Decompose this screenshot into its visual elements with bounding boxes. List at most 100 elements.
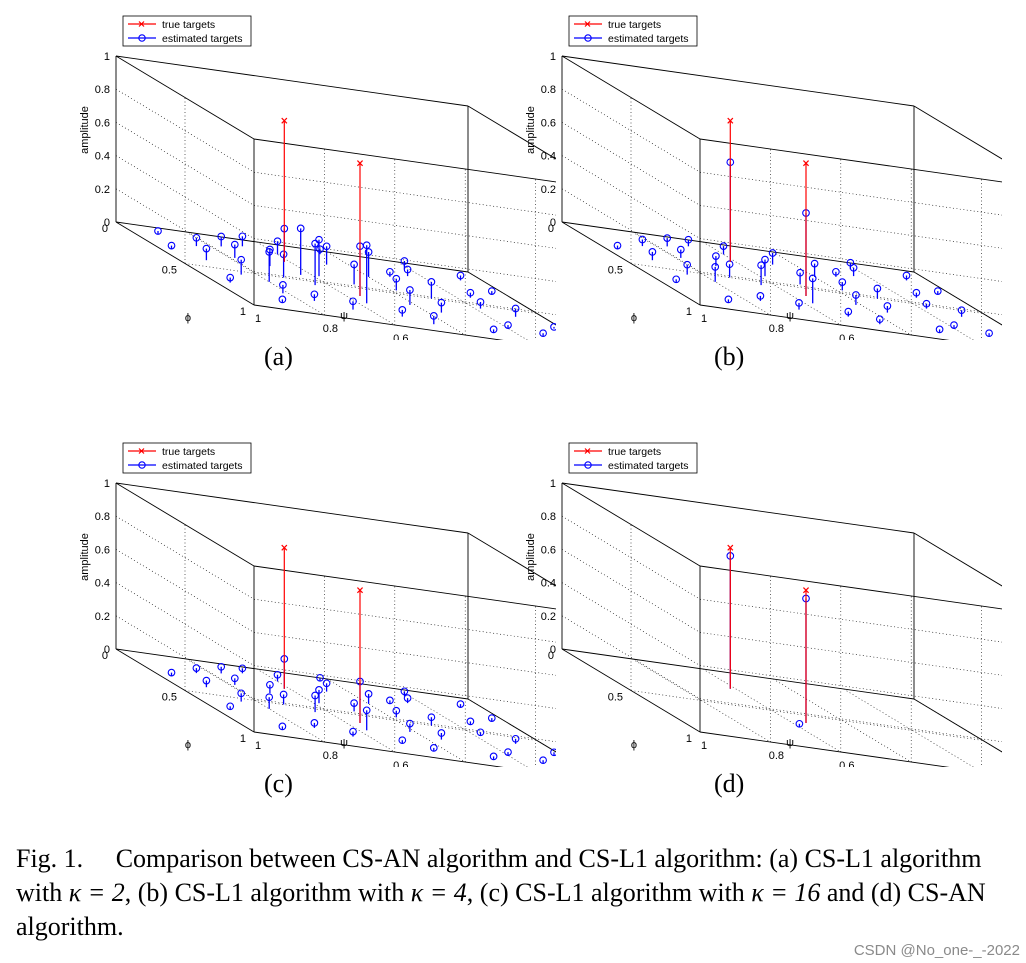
true-marker-stroke [356,587,364,594]
estimated-target-marker [768,249,777,257]
gridline [561,188,701,273]
legend-box [568,15,698,47]
phi-tick-label: 0.5 [608,692,623,704]
psi-tick-label: 0.8 [323,323,338,335]
axis-box-edge [561,648,915,700]
gridline [702,668,841,753]
true-marker-stroke [802,160,810,167]
gridline [630,263,984,314]
estimated-target-marker [226,702,235,711]
estimated-target-marker [852,291,860,299]
estimated-target-marker [362,706,371,715]
axes-group: 00.20.40.60.8100.20.40.60.8100.51amplitu… [525,478,1002,767]
legend: true targets estimated targets [122,15,252,47]
gridline [773,251,912,336]
z-tick-label: 0.4 [541,578,556,590]
estimated-target-marker [273,237,282,246]
z-tick-label: 0.6 [541,544,556,556]
estimated-target-marker [364,248,373,256]
estimated-target-marker [912,288,921,297]
phi-axis-label: ϕ [185,739,191,751]
true-target-marker [356,587,364,594]
legend-marker-estimated [138,461,146,469]
z-tick-label: 0.4 [541,151,556,163]
estimated-target-marker [873,284,882,293]
axis-box-edge [561,55,915,107]
legend-label-estimated: estimated targets [608,460,689,472]
figure-caption: Fig. 1. Comparison between CS-AN algorit… [16,842,1006,944]
axis-box-edge [913,532,1002,587]
psi-tick-label: 0.8 [323,750,338,762]
phi-tick-label: 0 [548,223,554,235]
estimated-target-marker [844,307,853,316]
estimated-target-marker [167,668,176,677]
estimated-target-marker [456,271,465,280]
estimated-target-marker [349,297,357,306]
z-tick-label: 0 [550,217,556,229]
z-axis-label: amplitude [525,106,537,154]
estimated-target-marker [322,679,331,688]
true-marker-stroke [281,117,288,124]
phi-tick-label: 1 [240,306,246,318]
psi-axis-label: ψ [340,737,348,749]
estimated-target-marker [316,245,324,254]
z-tick-label: 0.6 [95,544,110,556]
estimated-target-marker [902,271,911,280]
gridline [632,658,771,743]
gridline [115,155,255,239]
z-tick-label: 0.2 [95,184,110,196]
estimated-target-marker [466,288,475,297]
phi-tick-label: 1 [686,733,692,745]
true-target-marker [281,117,288,124]
plot-b: 00.20.40.60.8100.20.40.60.8100.51amplitu… [525,15,1002,340]
psi-tick-label: 0.6 [393,760,408,767]
estimated-target-marker [761,255,769,264]
gridline [561,615,701,700]
estimated-target-marker [362,241,371,250]
axis-box-edge [115,482,469,534]
estimated-target-marker [832,267,840,276]
panel-c: 0 0.2 0.4 0.6 0.8 1 0 0.2 0.4 0.6 0.8 1 0 0.5 1 amplitu… [76,437,556,837]
gridline [561,515,701,600]
z-axis-label: amplitude [525,533,537,581]
estimated-target-marker [427,713,436,722]
estimated-target-marker [712,252,720,260]
estimated-target-marker [315,235,323,244]
estimated-target-marker [676,245,685,254]
gridline [561,582,701,666]
estimated-target-marker [795,719,804,728]
estimated-targets-series [154,224,556,338]
estimated-target-marker [279,250,288,259]
plot-c: 0 0.2 0.4 0.6 0.8 1 0 0.2 0.4 0.6 0.8 1 0 0.5 1 amplitu… [79,442,556,767]
axis-box-edge [561,482,701,567]
legend-label-true: true targets [608,446,661,458]
true-marker-stroke [802,587,810,594]
estimated-target-marker [504,321,512,329]
estimated-target-marker [796,268,804,277]
estimated-target-marker [985,329,993,338]
panel-label-c: (c) [264,769,293,798]
estimated-target-marker [437,729,446,737]
psi-tick-label: 1 [255,740,261,752]
phi-axis-label: ϕ [185,312,191,324]
estimated-target-marker [663,234,672,242]
estimated-target-marker [429,312,438,320]
caption-mid1: , (b) CS-L1 algorithm with [124,878,411,907]
estimated-target-marker [279,281,287,289]
estimated-target-marker [875,315,884,324]
axes-group: 00.20.40.60.8100.20.40.60.8100.51amplitu… [79,478,556,767]
estimated-target-marker [406,286,414,294]
true-targets-series [727,117,810,296]
axis-box-edge [561,482,915,534]
estimated-target-marker [400,257,409,265]
axis-box-edge [115,221,469,273]
estimated-target-marker [392,274,401,283]
gridline [699,665,1002,709]
estimated-target-marker [511,304,520,313]
estimated-target-marker [403,694,412,702]
z-tick-label: 0.8 [95,511,110,523]
axis-box-edge [115,648,255,733]
legend-marker-true [584,21,591,27]
estimated-target-marker [238,232,247,241]
watermark: CSDN @No_one-_-2022 [853,942,1020,959]
